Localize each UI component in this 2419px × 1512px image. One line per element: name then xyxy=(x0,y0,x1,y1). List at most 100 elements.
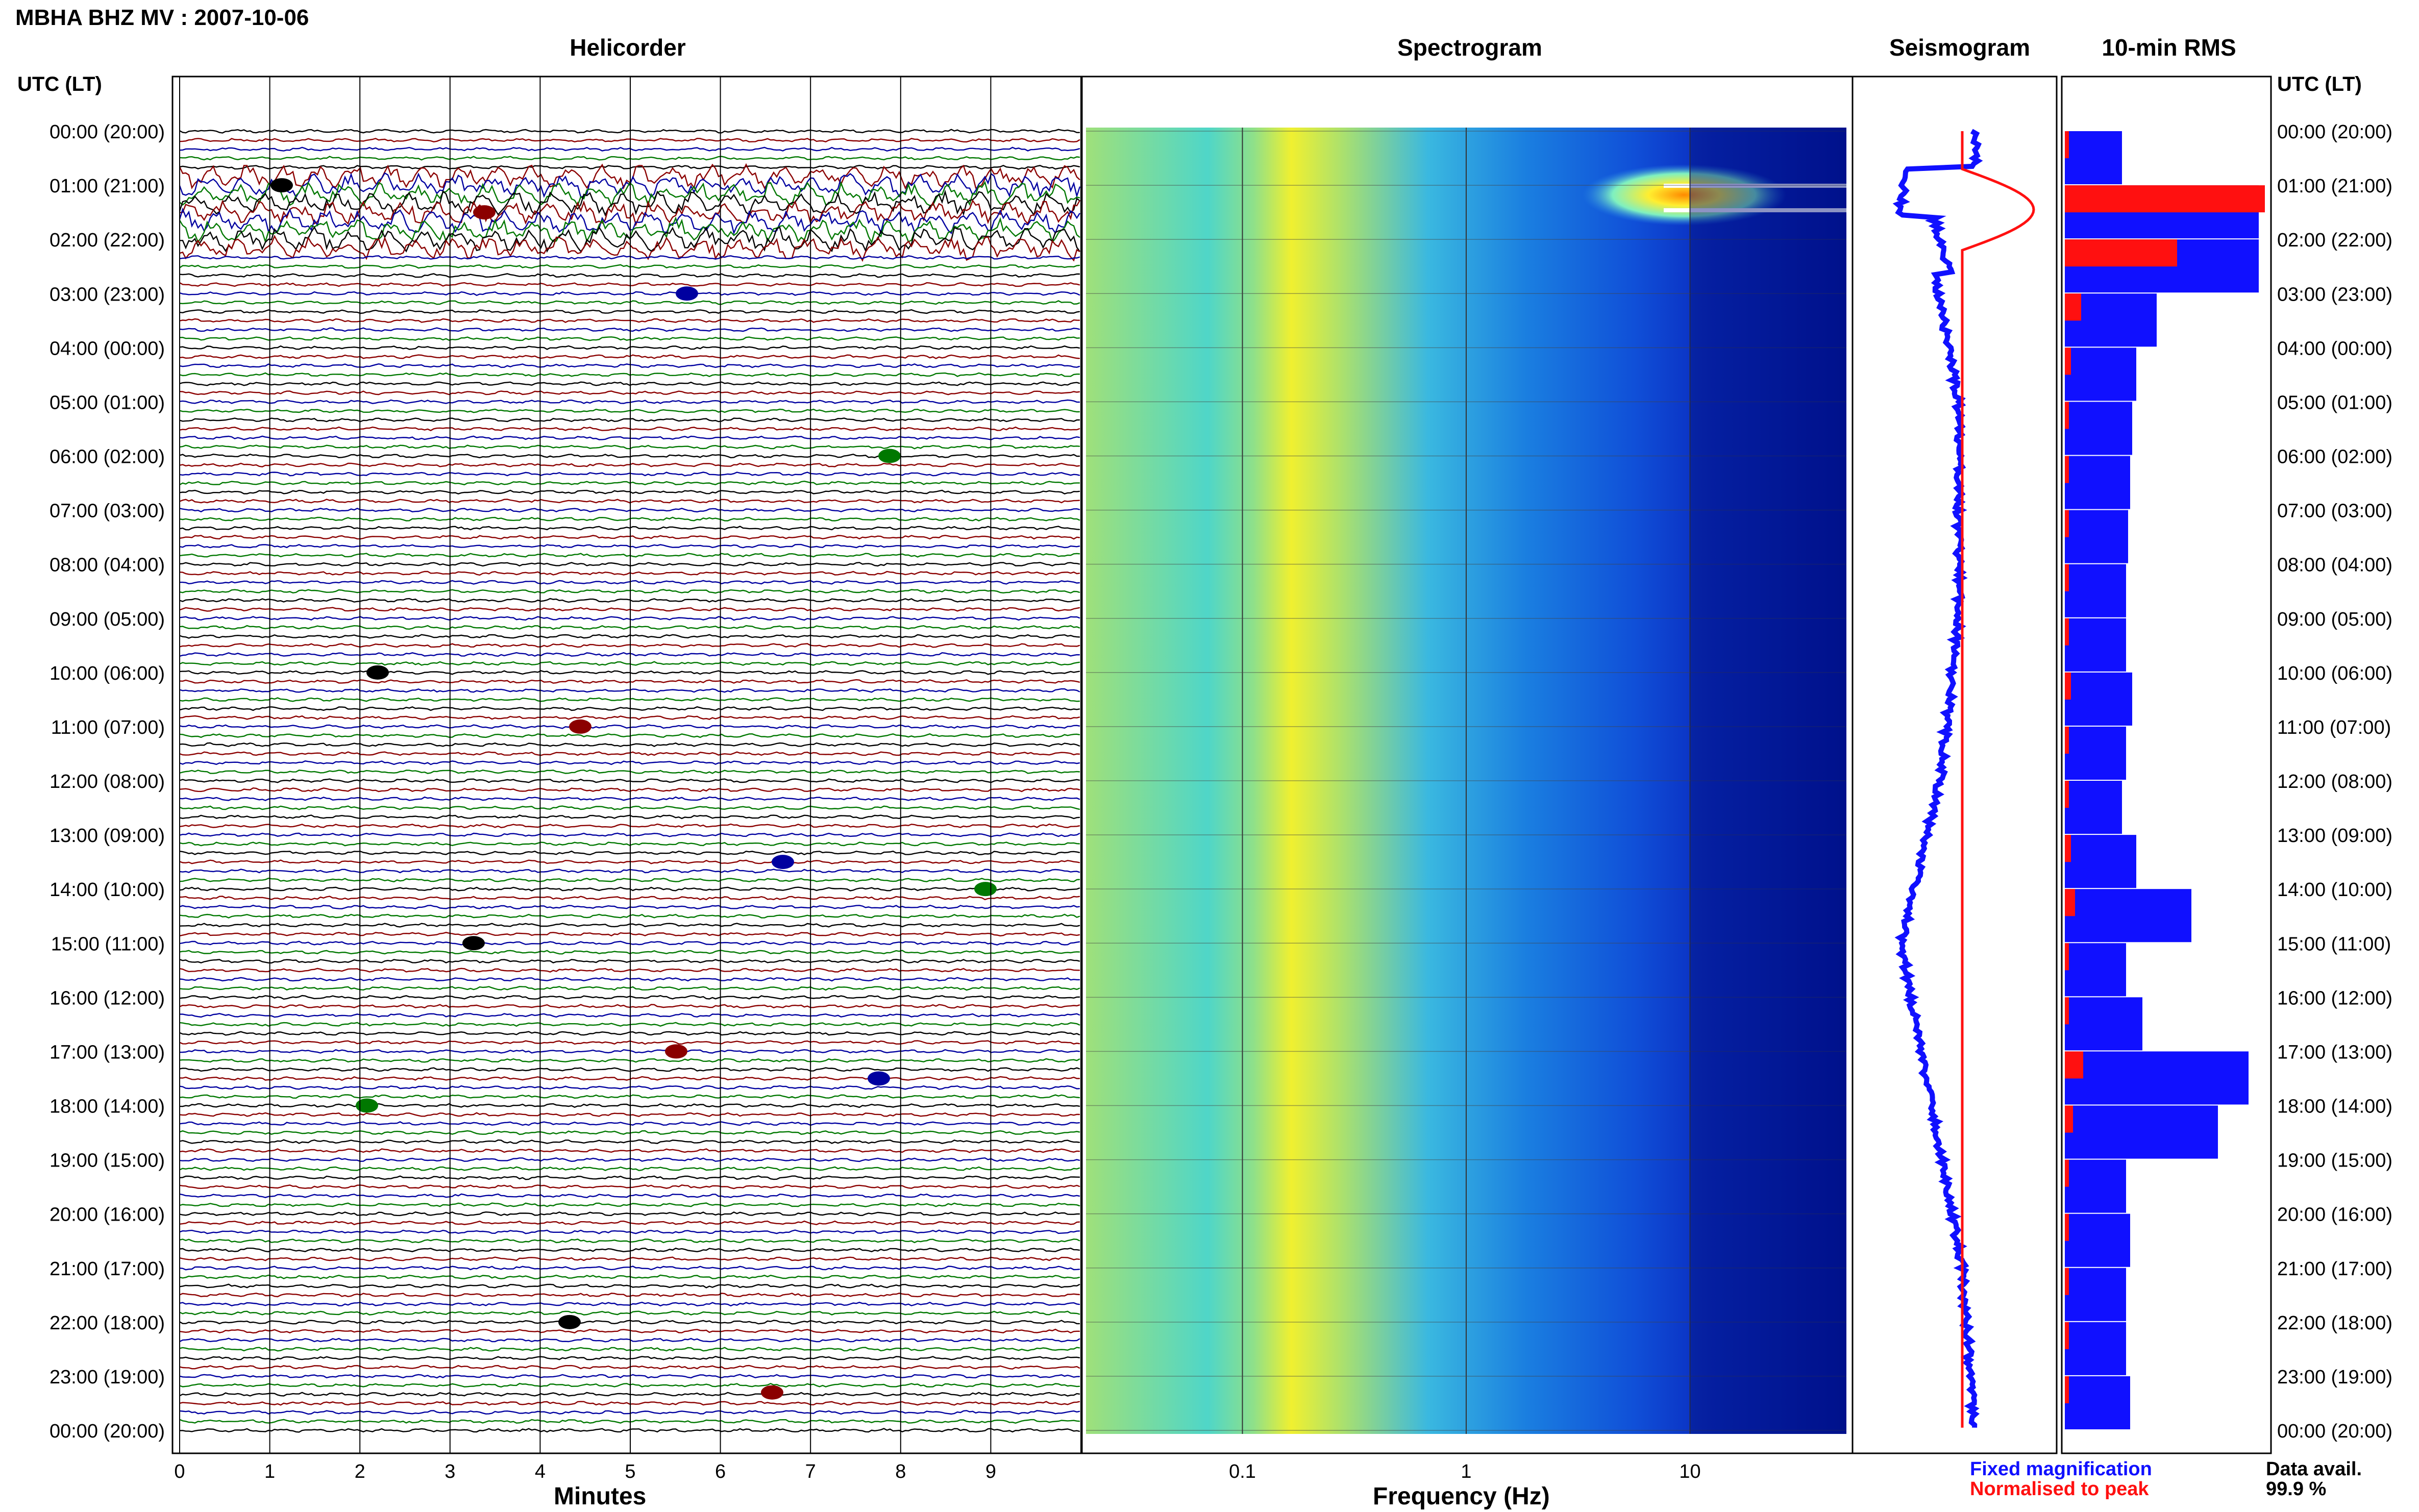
minutes-axis-label: Minutes xyxy=(554,1483,647,1510)
rms-bar-normalised xyxy=(2065,456,2069,483)
spectrogram-highfreq xyxy=(1690,128,1846,1434)
rms-bar-fixed xyxy=(2065,510,2128,563)
frequency-tick-label: 10 xyxy=(1679,1461,1700,1482)
utc-header-right: UTC (LT) xyxy=(2277,73,2362,95)
frequency-axis-label: Frequency (Hz) xyxy=(1373,1483,1550,1510)
rms-bar-fixed xyxy=(2065,889,2191,943)
rms-bar-fixed xyxy=(2065,1105,2218,1159)
time-label-right: 08:00 (04:00) xyxy=(2277,555,2392,576)
minute-tick-label: 3 xyxy=(445,1461,455,1482)
minute-tick-label: 2 xyxy=(355,1461,365,1482)
helicorder-event xyxy=(270,178,293,193)
minute-tick-label: 0 xyxy=(174,1461,185,1482)
rms-bar-fixed xyxy=(2065,402,2132,455)
rms-bar-fixed xyxy=(2065,943,2126,997)
rms-bar-normalised xyxy=(2065,348,2071,375)
time-label-right: 14:00 (10:00) xyxy=(2277,879,2392,901)
time-label-left: 15:00 (11:00) xyxy=(51,933,165,955)
time-label-right: 07:00 (03:00) xyxy=(2277,501,2392,522)
rms-bar-normalised xyxy=(2065,185,2265,213)
time-label-right: 13:00 (09:00) xyxy=(2277,825,2392,847)
time-label-left: 06:00 (02:00) xyxy=(50,447,165,468)
rms-bar-fixed xyxy=(2065,835,2136,888)
time-label-right: 03:00 (23:00) xyxy=(2277,284,2392,305)
time-label-left: 00:00 (20:00) xyxy=(50,1421,165,1442)
time-label-right: 00:00 (20:00) xyxy=(2277,121,2392,143)
time-label-right: 15:00 (11:00) xyxy=(2277,933,2391,955)
time-label-left: 10:00 (06:00) xyxy=(50,663,165,684)
rms-title: 10-min RMS xyxy=(2102,34,2236,61)
spectrogram-gap-line xyxy=(1664,208,1847,212)
time-label-right: 06:00 (02:00) xyxy=(2277,447,2392,468)
rms-bar-normalised xyxy=(2065,1376,2069,1403)
helicorder-title: Helicorder xyxy=(570,34,686,61)
time-label-left: 22:00 (18:00) xyxy=(50,1312,165,1334)
seismogram-traces xyxy=(1892,129,2035,1428)
rms-bar-normalised xyxy=(2065,564,2069,591)
time-label-right: 11:00 (07:00) xyxy=(2277,717,2391,738)
rms-bar-normalised xyxy=(2065,1213,2069,1241)
frequency-tick-label: 0.1 xyxy=(1229,1461,1256,1482)
time-label-right: 09:00 (05:00) xyxy=(2277,609,2392,630)
time-label-left: 03:00 (23:00) xyxy=(50,284,165,305)
legend-fixed: Fixed magnification xyxy=(1970,1458,2152,1480)
rms-bar-normalised xyxy=(2065,239,2177,267)
rms-bar-normalised xyxy=(2065,1105,2073,1133)
rms-bar-normalised xyxy=(2065,672,2071,700)
helicorder-event xyxy=(878,449,901,463)
time-label-right: 16:00 (12:00) xyxy=(2277,987,2392,1009)
availability-value: 99.9 % xyxy=(2266,1478,2327,1500)
helicorder-event xyxy=(356,1098,378,1113)
rms-bar-normalised xyxy=(2065,1322,2069,1349)
time-label-right: 12:00 (08:00) xyxy=(2277,771,2392,792)
rms-bar-normalised xyxy=(2065,293,2081,321)
station-title: MBHA BHZ MV : 2007-10-06 xyxy=(15,5,309,30)
helicorder-event xyxy=(676,286,698,301)
time-label-left: 13:00 (09:00) xyxy=(50,825,165,847)
helicorder-event xyxy=(665,1044,687,1059)
rms-bar-fixed xyxy=(2065,564,2126,617)
time-label-right: 00:00 (20:00) xyxy=(2277,1421,2392,1442)
rms-bar-normalised xyxy=(2065,618,2069,646)
rms-bar-fixed xyxy=(2065,1159,2126,1213)
rms-bar-normalised xyxy=(2065,131,2069,159)
spectrogram-title: Spectrogram xyxy=(1397,34,1542,61)
minute-tick-label: 1 xyxy=(264,1461,275,1482)
rms-bar-fixed xyxy=(2065,1376,2130,1429)
time-label-left: 08:00 (04:00) xyxy=(50,555,165,576)
seismogram-fixed-line xyxy=(1892,129,1983,1428)
rms-bar-fixed xyxy=(2065,1268,2126,1321)
rms-bar-normalised xyxy=(2065,943,2069,971)
helicorder-event xyxy=(462,936,485,951)
time-label-left: 16:00 (12:00) xyxy=(50,987,165,1009)
legend-normalised: Normalised to peak xyxy=(1970,1478,2149,1500)
time-label-left: 09:00 (05:00) xyxy=(50,609,165,630)
minute-tick-label: 6 xyxy=(715,1461,726,1482)
time-label-left: 21:00 (17:00) xyxy=(50,1258,165,1280)
rms-bar-normalised xyxy=(2065,1268,2069,1295)
helicorder-event xyxy=(569,719,591,734)
rms-bar-normalised xyxy=(2065,726,2069,754)
minute-tick-label: 7 xyxy=(805,1461,816,1482)
spectrogram-gap-line xyxy=(1664,184,1847,188)
time-label-left: 00:00 (20:00) xyxy=(50,121,165,143)
time-label-left: 17:00 (13:00) xyxy=(50,1042,165,1063)
time-label-right: 10:00 (06:00) xyxy=(2277,663,2392,684)
helicorder-traces xyxy=(179,77,1081,1453)
time-label-right: 21:00 (17:00) xyxy=(2277,1258,2392,1280)
rms-bar-fixed xyxy=(2065,348,2136,401)
frequency-tick-label: 1 xyxy=(1461,1461,1471,1482)
rms-bar-fixed xyxy=(2065,672,2132,726)
time-label-left: 02:00 (22:00) xyxy=(50,230,165,251)
helicorder-event xyxy=(558,1315,581,1329)
time-label-right: 05:00 (01:00) xyxy=(2277,392,2392,413)
time-label-right: 23:00 (19:00) xyxy=(2277,1367,2392,1388)
helicorder-event xyxy=(974,882,997,897)
time-label-right: 17:00 (13:00) xyxy=(2277,1042,2392,1063)
availability-label: Data avail. xyxy=(2266,1458,2362,1480)
helicorder-event xyxy=(761,1385,783,1400)
time-label-left: 18:00 (14:00) xyxy=(50,1096,165,1118)
rms-bar-fixed xyxy=(2065,997,2142,1051)
time-label-right: 02:00 (22:00) xyxy=(2277,230,2392,251)
